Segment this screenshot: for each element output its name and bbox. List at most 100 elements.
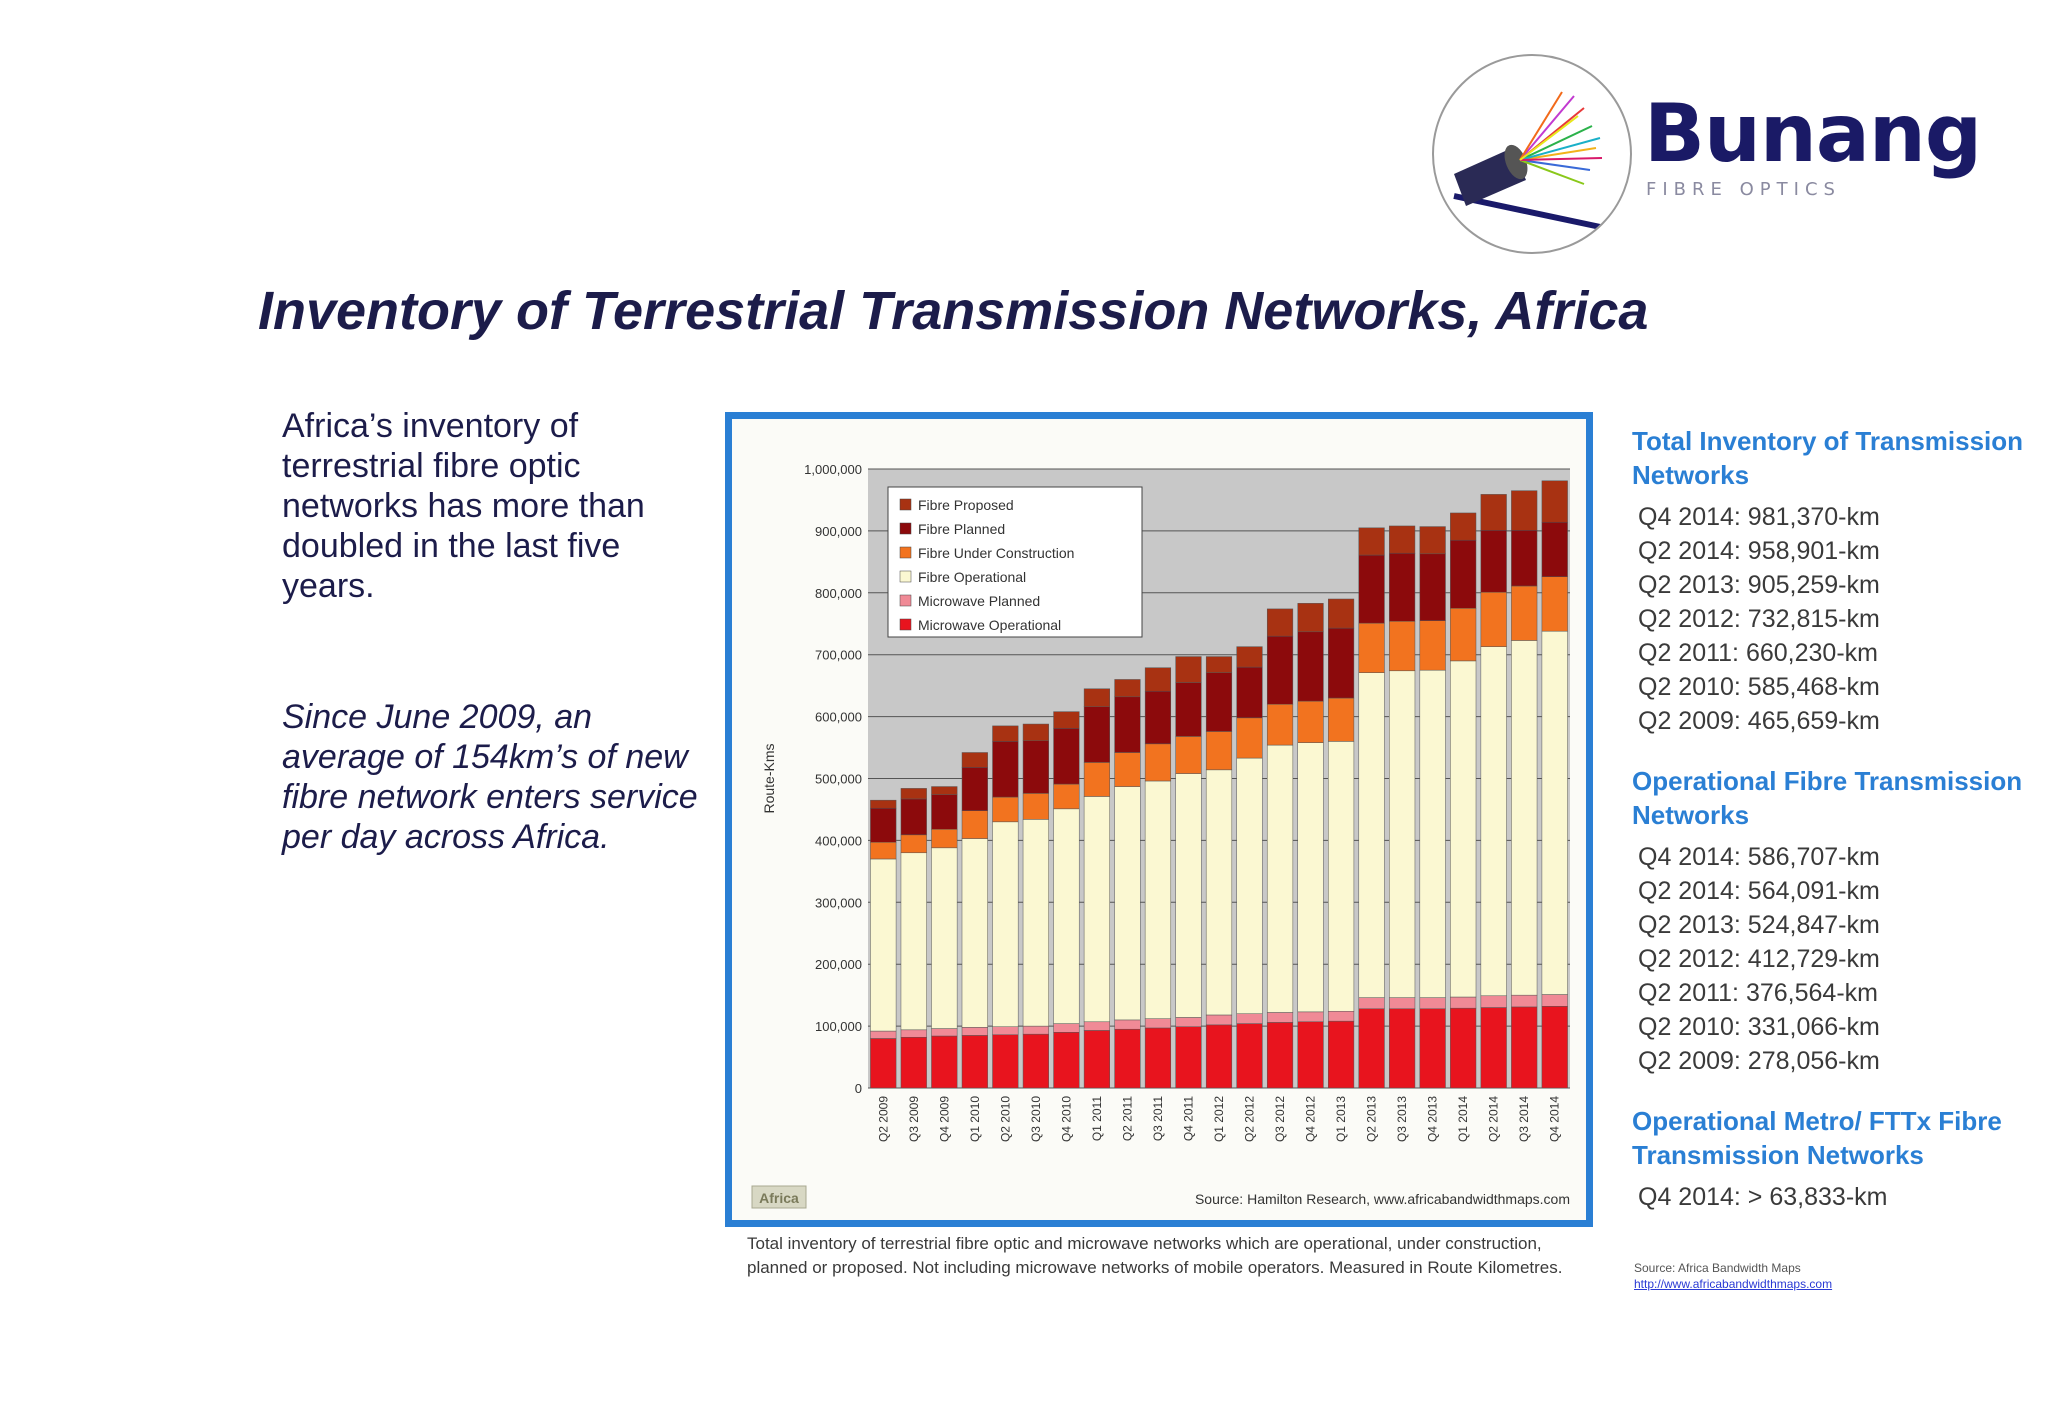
bar-segment [1511, 530, 1538, 587]
bar-segment [1541, 480, 1568, 523]
bar-segment [1328, 627, 1355, 699]
watermark-badge [751, 1185, 807, 1209]
bar-segment [1083, 762, 1110, 797]
x-tick-label: Q2 2010 [998, 1096, 1012, 1142]
y-tick-label: 300,000 [815, 895, 862, 910]
x-tick-label: Q3 2010 [1029, 1096, 1043, 1142]
y-tick-label: 800,000 [815, 586, 862, 601]
bar-segment [961, 1027, 988, 1036]
bar-segment [1114, 1028, 1141, 1089]
bar-segment [1053, 783, 1080, 810]
bar-segment [1236, 757, 1263, 1014]
x-tick-label: Q3 2011 [1151, 1096, 1165, 1141]
list-item: Q4 2014: > 63,833-km [1638, 1183, 1888, 1211]
legend-swatch [899, 618, 912, 631]
list-item: Q4 2014: 981,370-km [1638, 503, 1880, 531]
bar-segment [1358, 672, 1385, 998]
stacked-bar-chart: 0 100,000 200,000 300,000 400,000 500,000 600,… [751, 462, 1570, 1209]
bar-segment [931, 1028, 958, 1037]
x-tick-label: Q3 2013 [1395, 1096, 1409, 1142]
bar-segment [1297, 603, 1324, 633]
bar-segment [1511, 994, 1538, 1008]
bar-segment [992, 821, 1019, 1027]
bar-segment [870, 1030, 897, 1039]
bar-segment [1358, 622, 1385, 673]
bar-segment [1511, 1006, 1538, 1089]
bar-segment [1175, 1026, 1202, 1089]
bar-segment [1389, 621, 1416, 672]
bar-segment [931, 1035, 958, 1089]
bar-segment [1266, 1022, 1294, 1089]
list-item: Q2 2013: 524,847-km [1638, 911, 1880, 939]
bar-segment [1358, 997, 1385, 1010]
bar-segment [1114, 752, 1141, 787]
x-tick-label: Q4 2012 [1304, 1096, 1318, 1142]
list-item: Q2 2012: 412,729-km [1638, 945, 1880, 973]
legend-swatch [899, 570, 912, 583]
stats-panel: Total Inventory of Transmission Networks… [1632, 424, 2042, 1240]
bar-segment [1328, 1020, 1355, 1089]
y-tick-label: 0 [855, 1081, 862, 1096]
watermark-text: Africa [759, 1190, 799, 1206]
bar-segment [1083, 796, 1110, 1023]
bar-segment [1144, 1027, 1172, 1089]
bar-segment [1297, 700, 1324, 743]
bar-segment [1114, 679, 1141, 698]
bar-segment [900, 788, 927, 800]
y-tick-label: 900,000 [815, 524, 862, 539]
total-inventory-heading: Total Inventory of Transmission Networks [1632, 426, 2024, 490]
bar-segment [1053, 728, 1080, 785]
x-tick-label: Q2 2011 [1120, 1096, 1134, 1141]
x-tick-label: Q1 2012 [1212, 1096, 1226, 1142]
bar-segment [1419, 1008, 1446, 1089]
bar-segment [1205, 731, 1233, 771]
bar-segment [1144, 690, 1172, 745]
bar-segment [1541, 521, 1568, 577]
bar-segment [1480, 591, 1507, 647]
list-item: Q2 2009: 465,659-km [1638, 707, 1880, 735]
chart-panel: 0 100,000 200,000 300,000 400,000 500,000 600,… [725, 412, 1593, 1227]
bar-segment [870, 799, 897, 809]
list-item: Q2 2009: 278,056-km [1638, 1047, 1880, 1075]
bar-segment [1297, 1011, 1324, 1023]
bar-segment [1144, 1018, 1172, 1029]
bar-segment [1358, 527, 1385, 556]
bar-segment [1480, 530, 1507, 593]
list-item: Q2 2011: 376,564-km [1638, 979, 1878, 1007]
legend-label: Fibre Planned [918, 521, 1005, 537]
x-tick-label: Q1 2014 [1456, 1096, 1470, 1142]
bar-segment [1236, 717, 1263, 759]
logo-name: Bunang [1644, 87, 1982, 180]
bar-segment [1175, 656, 1202, 683]
bar-segment [1266, 744, 1294, 1013]
bar-segment [1328, 741, 1355, 1012]
bar-segment [1450, 996, 1477, 1009]
x-tick-label: Q4 2011 [1181, 1096, 1195, 1141]
bar-segment [1450, 660, 1477, 998]
bar-segment [1541, 1006, 1568, 1089]
bar-segment [931, 829, 958, 849]
legend-label: Microwave Planned [918, 593, 1040, 609]
list-item: Q2 2011: 660,230-km [1638, 639, 1878, 667]
bar-segment [1022, 1025, 1049, 1035]
bar-segment [961, 838, 988, 1028]
bar-segment [870, 1038, 897, 1089]
y-tick-label: 400,000 [815, 833, 862, 848]
source-link[interactable]: http://www.africabandwidthmaps.com [1634, 1277, 1833, 1291]
bar-segment [1053, 808, 1080, 1024]
list-item: Q2 2010: 331,066-km [1638, 1013, 1880, 1041]
x-tick-label: Q4 2013 [1426, 1096, 1440, 1142]
bar-segment [900, 1036, 927, 1089]
x-tick-label: Q1 2011 [1090, 1096, 1104, 1141]
bar-segment [1175, 773, 1202, 1018]
bar-segment [1450, 1007, 1477, 1089]
list-item: Q2 2010: 585,468-km [1638, 673, 1880, 701]
bar-segment [900, 798, 927, 836]
x-tick-label: Q2 2009 [876, 1096, 890, 1142]
bar-segment [1480, 1007, 1507, 1089]
operational-fibre-list: Q4 2014: 586,707-km Q2 2014: 564,091-km … [1638, 840, 2042, 1078]
bar-segment [1144, 780, 1172, 1019]
bar-segment [900, 852, 927, 1031]
bar-segment [1266, 703, 1294, 746]
bar-segment [1297, 631, 1324, 702]
